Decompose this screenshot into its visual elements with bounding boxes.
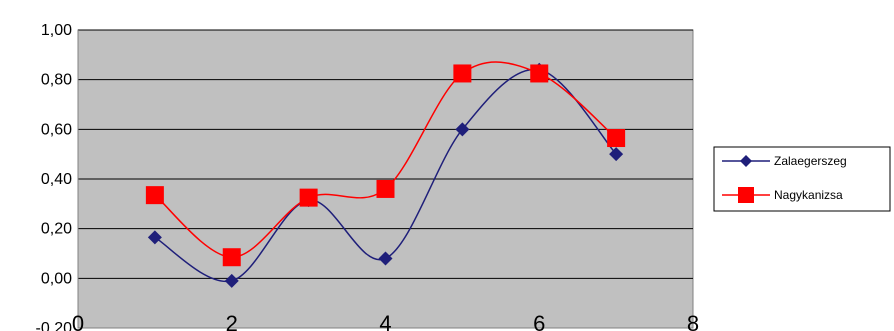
data-point (607, 129, 626, 148)
data-point (376, 179, 395, 198)
x-tick-label: 8 (687, 311, 699, 331)
data-point (147, 230, 162, 245)
y-tick-label: 0,20 (41, 221, 72, 238)
data-point (455, 122, 470, 137)
data-point (222, 248, 241, 267)
legend-label: Zalaegerszeg (774, 154, 847, 168)
legend-label: Nagykanizsa (774, 188, 843, 202)
gridlines (77, 29, 693, 328)
data-point (453, 64, 472, 83)
x-tick-label: 0 (72, 311, 84, 331)
legend-marker (740, 155, 752, 167)
data-point (530, 64, 549, 83)
y-tick-label: 0,60 (41, 121, 72, 138)
y-tick-label: 0,40 (41, 171, 72, 188)
x-tick-label: 2 (226, 311, 238, 331)
legend: Zalaegerszeg Nagykanizsa (713, 146, 891, 212)
y-tick-label: -0,20 (36, 320, 73, 331)
x-tick-label: 6 (533, 311, 545, 331)
data-point (299, 188, 318, 207)
data-point (609, 147, 624, 162)
legend-marker (738, 187, 754, 203)
series-layer (145, 61, 626, 288)
y-tick-label: 0,80 (41, 72, 72, 89)
y-tick-label: 1,00 (41, 22, 72, 39)
data-point (145, 186, 164, 205)
data-point (378, 251, 393, 266)
x-axis-ticks: 0 2 4 6 8 (72, 311, 699, 331)
x-tick-label: 4 (379, 311, 391, 331)
data-point (224, 273, 239, 288)
y-tick-label: 0,00 (41, 270, 72, 287)
y-axis-ticks: -0,20 0,00 0,20 0,40 0,60 0,80 1,00 (36, 22, 73, 331)
